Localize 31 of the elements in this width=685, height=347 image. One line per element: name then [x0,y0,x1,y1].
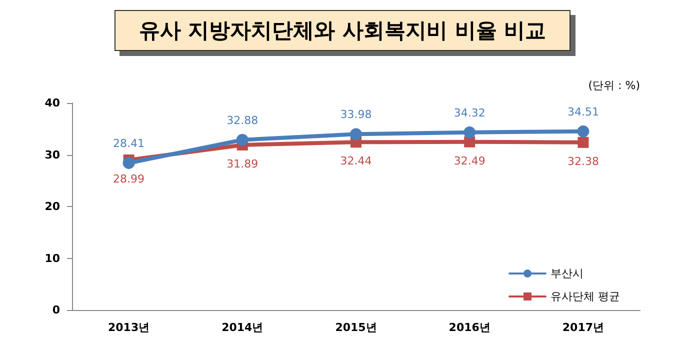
legend-label: 유사단체 평균 [550,290,620,303]
x-tick-label: 2013년 [108,321,150,334]
y-tick-label: 0 [52,304,60,316]
data-label: 32.49 [454,154,486,168]
data-label: 28.99 [113,172,145,186]
y-tick-label: 20 [44,200,60,213]
data-label: 33.98 [340,108,372,122]
data-label: 34.51 [567,105,599,118]
y-tick-label: 10 [44,252,60,265]
point [122,156,135,169]
data-label: 28.41 [113,136,145,150]
point [464,136,476,148]
legend-label: 부산시 [550,267,584,280]
data-label: 34.32 [454,106,486,120]
text: (단위 : %) [588,79,640,92]
y-tick-label: 30 [44,148,60,162]
data-label: 31.89 [226,157,258,170]
data-label: 32.38 [567,154,599,168]
point [464,126,476,138]
y-tick-label: 40 [44,96,60,110]
point [350,128,362,140]
x-tick-label: 2017년 [562,321,604,334]
data-label: 32.88 [226,114,258,127]
x-tick-label: 2016년 [448,321,490,334]
point [236,134,248,146]
point [577,125,590,138]
chart-title: 유사 지방자치단체와 사회복지비 비율 비교 [138,18,546,42]
x-tick-label: 2015년 [335,321,377,334]
point [578,136,589,148]
x-tick-label: 2014년 [222,321,264,334]
data-label: 32.44 [340,154,372,168]
